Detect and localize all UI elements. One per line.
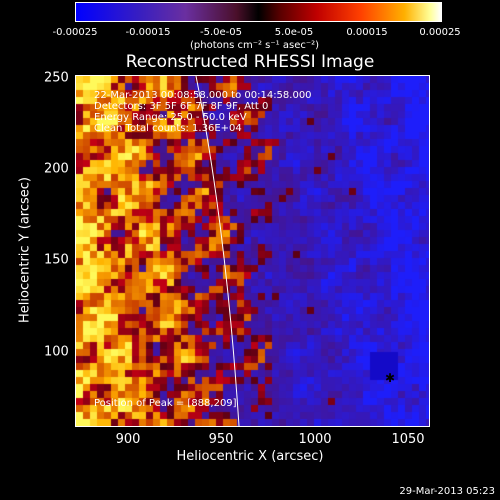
x-tick-label: 1000 bbox=[298, 432, 332, 447]
limb-overlay: ✱ bbox=[195, 76, 395, 426]
colorbar-tick-label: -5.0e-05 bbox=[200, 27, 242, 38]
colorbar-tick-label: 0.00015 bbox=[346, 27, 388, 38]
y-axis-label: Heliocentric Y (arcsec) bbox=[17, 177, 33, 323]
x-tick-label: 900 bbox=[115, 432, 141, 447]
rhessi-image bbox=[76, 76, 429, 426]
peak-marker: ✱ bbox=[385, 371, 395, 385]
annotation-detectors: Detectors: 3F 5F 6F 7F 8F 9F, Att 0 bbox=[94, 101, 269, 112]
colorbar-units: (photons cm⁻² s⁻¹ asec⁻²) bbox=[190, 40, 320, 51]
x-axis-label: Heliocentric X (arcsec) bbox=[176, 449, 324, 464]
solar-limb-line bbox=[195, 76, 240, 426]
annotation-clean: Clean Total counts: 1.36E+04 bbox=[94, 123, 242, 134]
y-tick-label: 150 bbox=[44, 252, 69, 268]
colorbar-tick-label: -0.00015 bbox=[125, 27, 171, 38]
x-tick-label: 950 bbox=[208, 432, 234, 447]
colorbar-tick-label: -0.00025 bbox=[52, 27, 98, 38]
annotation-time-range: 22-Mar-2013 00:08:58.000 to 00:14:58.000 bbox=[94, 90, 312, 101]
annotation-energy: Energy Range: 25.0 - 50.0 keV bbox=[94, 112, 247, 123]
plot-datestamp: 29-Mar-2013 05:23 bbox=[399, 486, 495, 497]
x-tick-label: 1050 bbox=[391, 432, 425, 447]
y-tick-label: 250 bbox=[44, 70, 69, 86]
y-tick-label: 100 bbox=[44, 344, 69, 360]
colorbar-tick-label: 5.0e-05 bbox=[274, 27, 314, 38]
annotation-peak-position: Position of Peak = [888,209] bbox=[94, 398, 237, 409]
y-tick-label: 200 bbox=[44, 161, 69, 177]
colorbar bbox=[75, 2, 442, 22]
colorbar-tick-label: 0.00025 bbox=[419, 27, 461, 38]
plot-title: Reconstructed RHESSI Image bbox=[125, 52, 375, 72]
image-plot-area: ✱ 22-Mar-2013 00:08:58.000 to 00:14:58.0… bbox=[75, 75, 430, 427]
